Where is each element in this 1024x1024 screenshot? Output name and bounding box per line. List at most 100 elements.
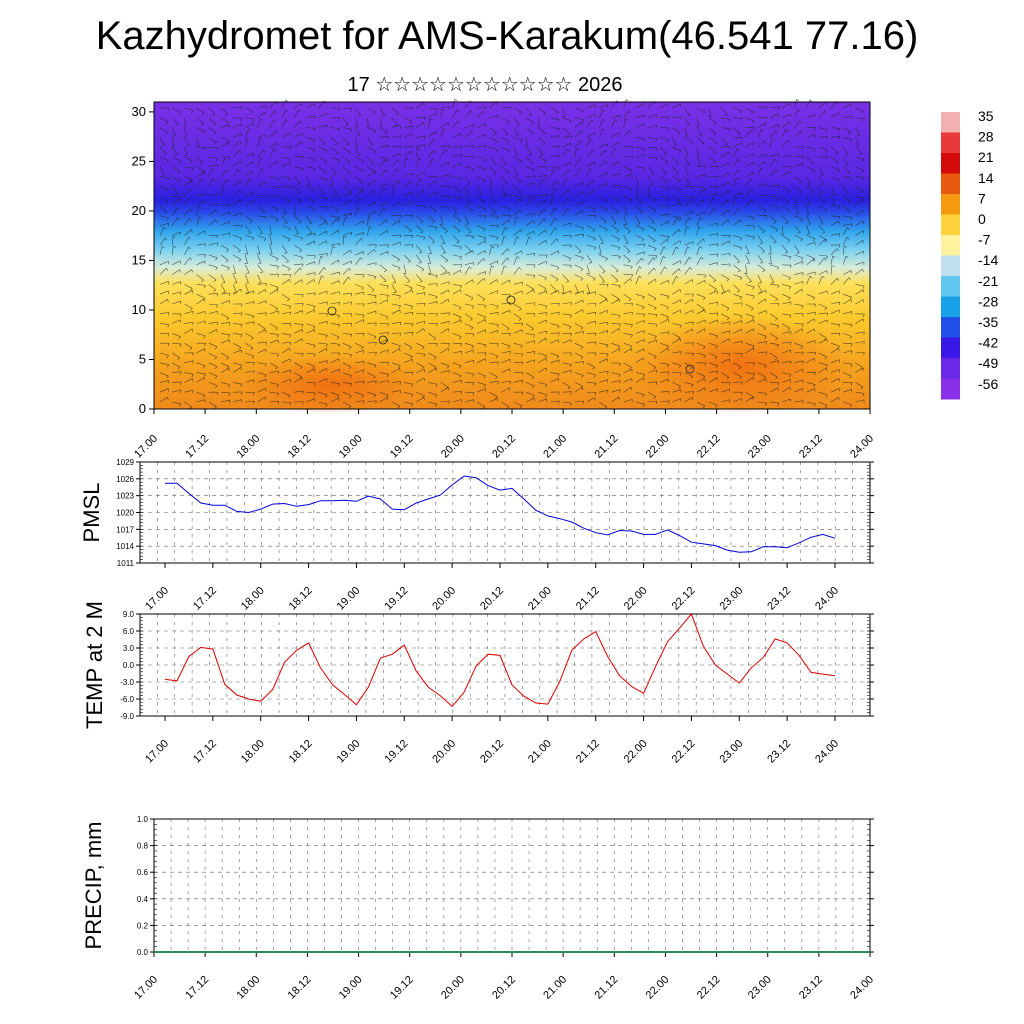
wind-barb-flag xyxy=(359,197,362,201)
wind-barb xyxy=(538,319,547,324)
wind-barb xyxy=(330,166,337,174)
wind-barb-flag xyxy=(166,217,169,221)
wind-barb xyxy=(733,313,743,317)
wind-barb-flag xyxy=(761,250,765,253)
wind-barb xyxy=(513,156,522,162)
x-tick-label: 21.00 xyxy=(541,433,569,461)
y-tick-label: 1023 xyxy=(116,492,134,501)
wind-barb xyxy=(330,313,340,316)
wind-barb xyxy=(318,176,328,181)
wind-barb xyxy=(428,254,431,264)
wind-barb xyxy=(806,99,811,109)
wind-barb xyxy=(257,194,267,197)
wind-barb xyxy=(159,117,169,123)
wind-barb xyxy=(379,349,389,354)
wind-barb-flag xyxy=(704,165,707,169)
wind-barb xyxy=(440,347,449,354)
y-tick-label: 15 xyxy=(132,252,146,267)
wind-barb-flag xyxy=(689,267,692,270)
wind-barb-flag xyxy=(265,342,267,346)
wind-barb-flag xyxy=(862,289,865,293)
wind-barb-flag xyxy=(768,253,772,255)
wind-barb-flag xyxy=(713,208,716,211)
wind-barb xyxy=(782,154,791,158)
wind-barb-flag xyxy=(837,278,840,281)
wind-barb-flag xyxy=(447,387,450,391)
wind-barb xyxy=(574,331,584,334)
x-tick-label: 17.00 xyxy=(143,738,171,766)
wind-barb-flag xyxy=(433,367,437,370)
wind-barb-flag xyxy=(788,297,791,301)
wind-barb xyxy=(477,123,486,128)
wind-barb-flag xyxy=(179,313,182,317)
wind-barb xyxy=(342,260,352,266)
wind-barb-flag xyxy=(302,263,304,267)
x-tick-label: 19.12 xyxy=(382,585,410,613)
wind-barb-flag xyxy=(751,199,754,203)
wind-barb xyxy=(562,290,572,295)
wind-barb xyxy=(416,215,424,222)
wind-barb xyxy=(233,133,242,138)
x-tick-label: 17.00 xyxy=(132,974,160,1002)
wind-barb-flag xyxy=(761,129,764,132)
wind-barb xyxy=(294,195,302,202)
wind-barb xyxy=(489,372,498,378)
wind-barb-flag xyxy=(497,381,499,385)
colorbar-label: 0 xyxy=(978,211,986,227)
wind-barb xyxy=(830,233,840,236)
wind-barb-flag xyxy=(276,161,279,165)
wind-barb-flag xyxy=(533,182,535,186)
wind-barb xyxy=(525,175,535,177)
wind-barb-flag xyxy=(216,304,219,308)
wind-barb xyxy=(574,158,580,167)
wind-barb xyxy=(391,332,401,334)
wind-barb xyxy=(391,348,400,354)
wind-barb xyxy=(855,299,864,305)
wind-barb-flag xyxy=(750,308,754,311)
wind-barbs xyxy=(159,98,865,410)
wind-barb xyxy=(818,254,828,257)
x-tick-label: 22.12 xyxy=(695,433,723,461)
wind-barb xyxy=(330,146,339,153)
wind-barb-flag xyxy=(484,158,487,162)
wind-barb-flag xyxy=(812,170,816,173)
wind-barb xyxy=(513,198,520,207)
wind-barb xyxy=(599,342,609,346)
wind-barb xyxy=(830,265,833,275)
wind-barb xyxy=(379,159,386,167)
wind-barb-flag xyxy=(287,200,290,204)
wind-barb-flag xyxy=(789,103,791,107)
wind-barb-flag xyxy=(374,171,376,175)
wind-barb-flag xyxy=(313,392,316,396)
wind-barb-flag xyxy=(768,263,772,265)
wind-barb-flag xyxy=(445,149,448,152)
wind-barb-flag xyxy=(396,168,399,172)
wind-barb xyxy=(769,235,777,243)
wind-barb xyxy=(733,197,736,207)
wind-barb xyxy=(745,129,752,138)
wind-barb xyxy=(696,147,700,156)
wind-barb-flag xyxy=(765,351,768,355)
wind-barb-flag xyxy=(546,312,548,316)
wind-barb xyxy=(757,289,766,295)
wind-barb-flag xyxy=(241,312,243,316)
wind-barb-flag xyxy=(796,99,800,102)
wind-barb xyxy=(367,362,377,366)
wind-barb xyxy=(623,130,630,138)
wind-barb xyxy=(184,284,193,289)
wind-barb xyxy=(574,117,584,120)
wind-barb xyxy=(635,225,645,230)
wind-barb xyxy=(525,166,535,170)
wind-barb xyxy=(172,300,181,305)
wind-barb-flag xyxy=(494,396,498,399)
wind-barb xyxy=(379,156,389,160)
wind-barb xyxy=(379,274,387,282)
wind-barb xyxy=(550,290,559,295)
wind-barb-flag xyxy=(849,375,852,379)
wind-barb xyxy=(416,264,425,270)
wind-barb xyxy=(708,243,718,246)
wind-barb-flag xyxy=(448,343,450,347)
wind-barb-flag xyxy=(519,160,522,164)
wind-barb-flag xyxy=(177,357,180,360)
wind-barb xyxy=(672,137,677,146)
